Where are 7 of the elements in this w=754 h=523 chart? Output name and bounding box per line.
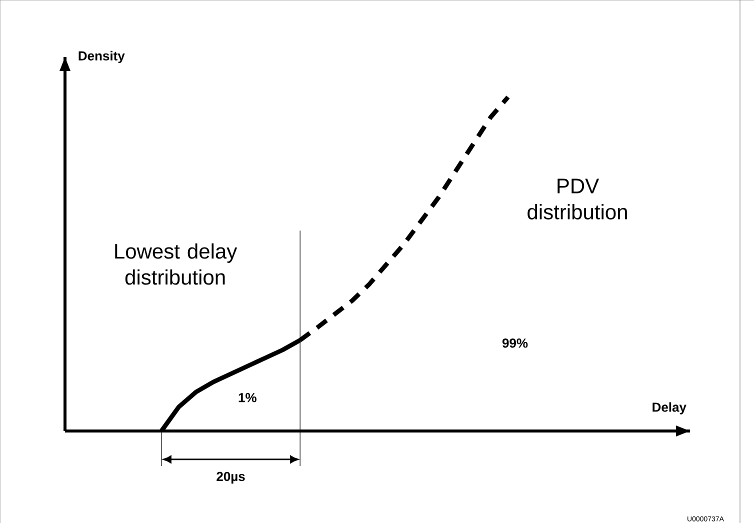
text: PDV distribution <box>528 178 627 220</box>
annotation: 99% <box>502 338 528 348</box>
annotation: 1% <box>238 393 256 402</box>
annotation: Lowest delay distribution <box>115 243 238 285</box>
y-axis-title: Density <box>78 50 125 64</box>
text: Delay <box>652 402 686 414</box>
text: 20µs <box>216 472 245 484</box>
